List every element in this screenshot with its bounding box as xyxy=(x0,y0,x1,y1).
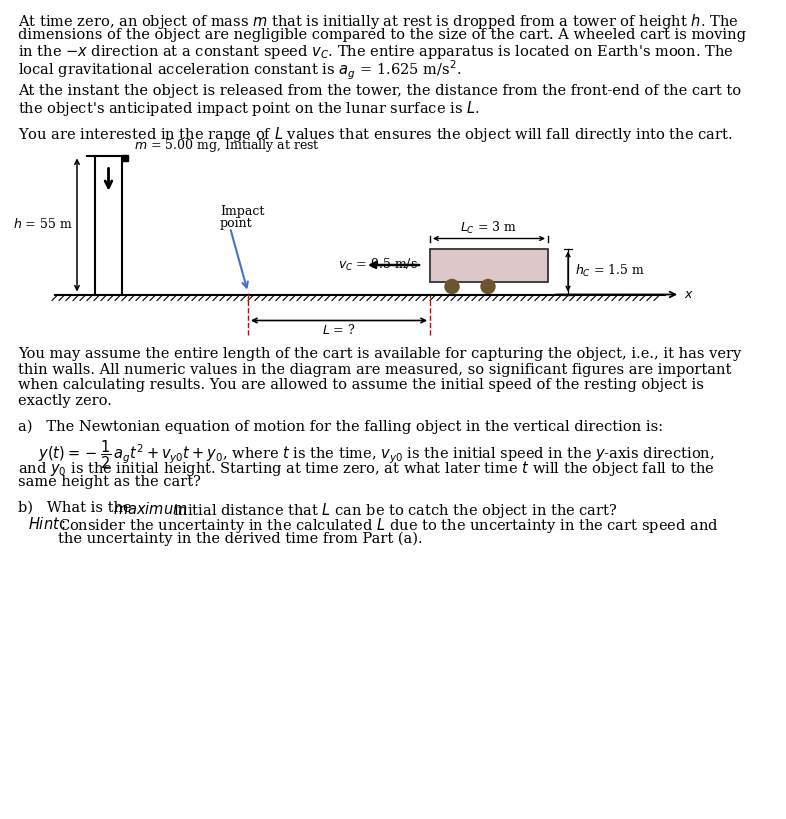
Text: At the instant the object is released from the tower, the distance from the fron: At the instant the object is released fr… xyxy=(18,84,741,98)
Text: local gravitational acceleration constant is $a_g$ = 1.625 m/s$^2$.: local gravitational acceleration constan… xyxy=(18,58,461,82)
Text: the object's anticipated impact point on the lunar surface is $L$.: the object's anticipated impact point on… xyxy=(18,99,479,119)
Text: Impact: Impact xyxy=(220,206,264,218)
Text: $L_C$ = 3 m: $L_C$ = 3 m xyxy=(461,220,517,236)
Text: and $y_0$ is the initial height. Starting at time zero, at what later time $t$ w: and $y_0$ is the initial height. Startin… xyxy=(18,459,714,478)
Text: Consider the uncertainty in the calculated $L$ due to the uncertainty in the car: Consider the uncertainty in the calculat… xyxy=(58,515,718,534)
Circle shape xyxy=(445,280,459,294)
Text: dimensions of the object are negligible compared to the size of the cart. A whee: dimensions of the object are negligible … xyxy=(18,28,746,42)
Text: a)   The Newtonian equation of motion for the falling object in the vertical dir: a) The Newtonian equation of motion for … xyxy=(18,419,663,433)
Bar xyxy=(430,249,548,283)
Text: $y(t) = -\dfrac{1}{2}\,a_g t^2 + v_{y0}t + y_0$, where $t$ is the time, $v_{y0}$: $y(t) = -\dfrac{1}{2}\,a_g t^2 + v_{y0}t… xyxy=(38,437,714,470)
Text: initial distance that $L$ can be to catch the object in the cart?: initial distance that $L$ can be to catc… xyxy=(173,500,618,519)
Text: $h_C$ = 1.5 m: $h_C$ = 1.5 m xyxy=(575,262,645,278)
Text: $m$ = 5.00 mg, Initially at rest: $m$ = 5.00 mg, Initially at rest xyxy=(134,136,320,153)
Text: $L$ = ?: $L$ = ? xyxy=(322,324,356,337)
Text: $x$: $x$ xyxy=(684,287,694,301)
Text: point: point xyxy=(220,217,252,230)
Text: when calculating results. You are allowed to assume the initial speed of the res: when calculating results. You are allowe… xyxy=(18,378,704,392)
Text: $\it{Hint:}$: $\it{Hint:}$ xyxy=(28,515,66,532)
Text: You are interested in the range of $L$ values that ensures the object will fall : You are interested in the range of $L$ v… xyxy=(18,124,733,144)
Text: You may assume the entire length of the cart is available for capturing the obje: You may assume the entire length of the … xyxy=(18,347,741,361)
Text: $h$ = 55 m: $h$ = 55 m xyxy=(13,217,73,231)
Circle shape xyxy=(481,280,495,294)
Text: thin walls. All numeric values in the diagram are measured, so significant figur: thin walls. All numeric values in the di… xyxy=(18,363,732,377)
Text: in the $-x$ direction at a constant speed $v_C$. The entire apparatus is located: in the $-x$ direction at a constant spee… xyxy=(18,43,733,61)
Text: $\it{maximum}$: $\it{maximum}$ xyxy=(113,500,188,516)
Text: same height as the cart?: same height as the cart? xyxy=(18,474,201,488)
Text: the uncertainty in the derived time from Part (a).: the uncertainty in the derived time from… xyxy=(58,531,423,545)
Text: $v_C$ = 9.5 m/s: $v_C$ = 9.5 m/s xyxy=(338,256,418,273)
Text: At time zero, an object of mass $m$ that is initially at rest is dropped from a : At time zero, an object of mass $m$ that… xyxy=(18,12,738,31)
Text: exactly zero.: exactly zero. xyxy=(18,393,112,408)
Text: b)   What is the: b) What is the xyxy=(18,500,136,514)
